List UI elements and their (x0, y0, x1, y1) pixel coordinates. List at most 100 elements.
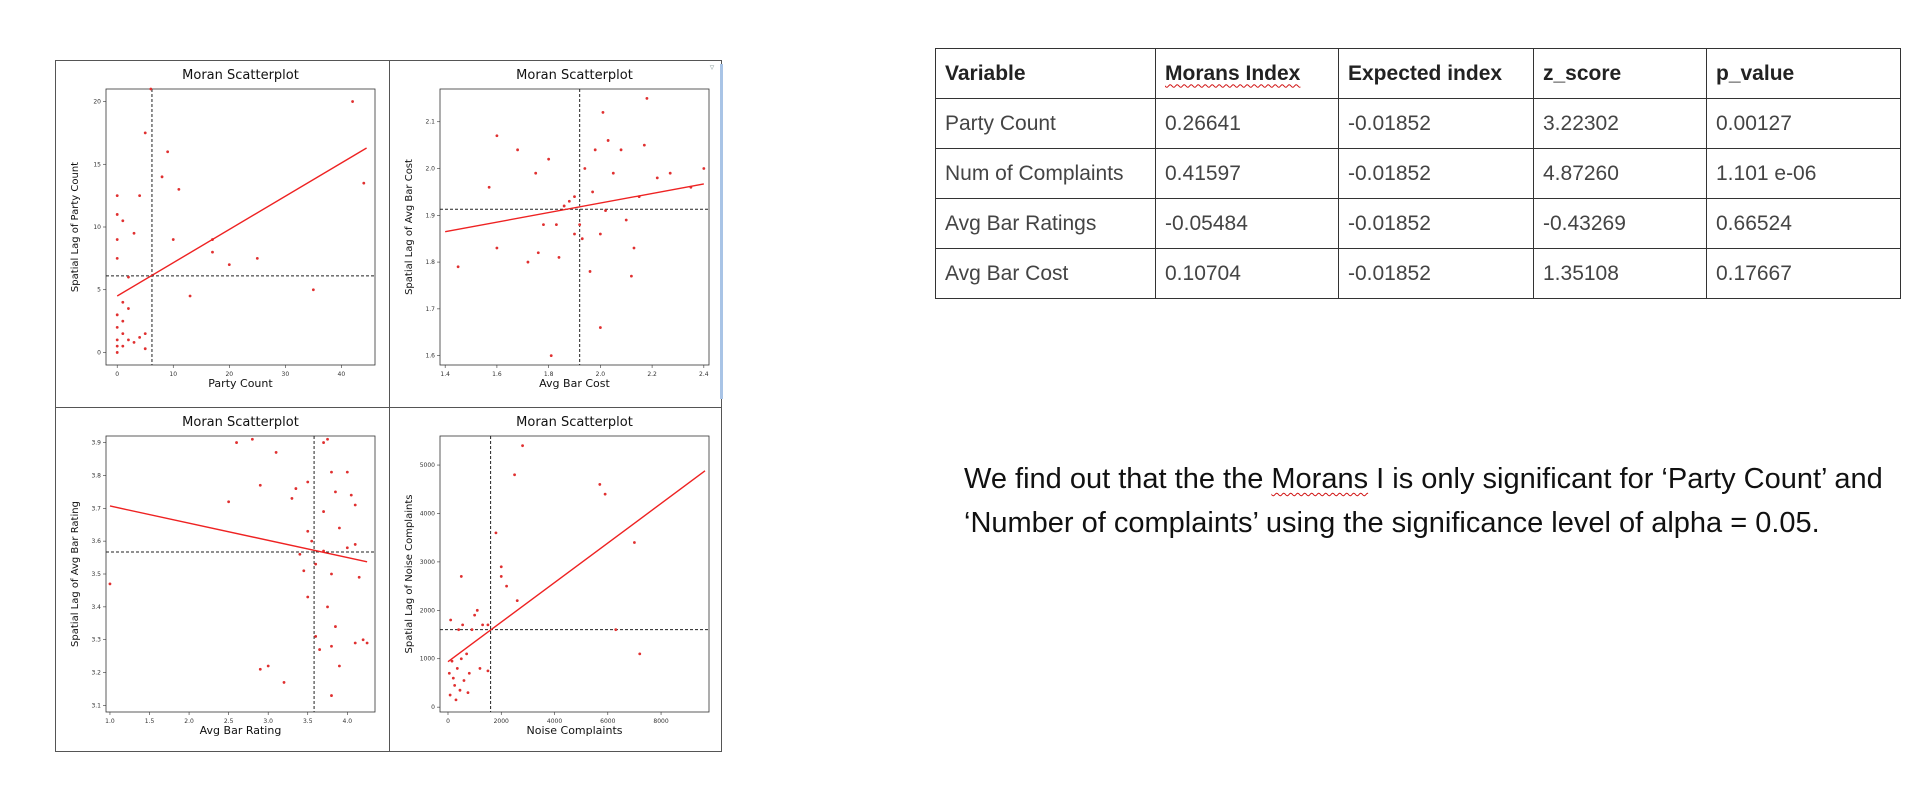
data-point (598, 483, 602, 486)
data-point (255, 256, 259, 260)
data-point (121, 344, 125, 348)
chevron-down-icon[interactable]: ▿ (709, 62, 715, 72)
x-tick-label: 8000 (653, 718, 668, 725)
y-tick-label: 3.7 (91, 505, 101, 512)
x-tick-label: 40 (338, 371, 346, 378)
data-point (121, 219, 125, 223)
y-axis-label: Spatial Lag of Avg Bar Rating (70, 501, 81, 647)
data-point (306, 480, 310, 484)
data-point (456, 265, 460, 269)
moran-plot-party-count: Moran Scatterplot 0 10 20 30 40 0 5 10 15 20 Party … (56, 61, 389, 407)
data-point (598, 326, 602, 329)
scatter-svg: Moran Scatterplot 1.0 1.5 2.0 2.5 3.0 3.5 4.0 3.… (70, 415, 376, 737)
y-tick-label: 3.6 (91, 538, 101, 545)
data-point (318, 648, 322, 651)
data-point (149, 87, 153, 91)
y-tick-label: 1.9 (425, 212, 435, 219)
data-point (227, 263, 231, 267)
y-tick-label: 1.8 (425, 259, 435, 266)
data-point (583, 167, 587, 170)
data-point (461, 623, 465, 627)
moran-plot-avg-bar-rating: Moran Scatterplot 1.0 1.5 2.0 2.5 3.0 3.5 4.0 3.… (56, 408, 389, 754)
data-point (353, 503, 357, 507)
x-tick-label: 6000 (600, 718, 615, 725)
header-p-value: p_value (1706, 48, 1901, 99)
header-morans-index-label: Morans Index (1165, 61, 1301, 85)
data-point (290, 497, 294, 500)
data-point (357, 575, 361, 579)
data-point (567, 199, 571, 203)
data-point (513, 473, 516, 477)
data-point (495, 246, 499, 250)
fit-line (116, 147, 367, 297)
y-tick-label: 3.8 (91, 472, 101, 479)
data-point (314, 562, 318, 566)
data-point (462, 679, 466, 682)
x-tick-label: 1.8 (544, 371, 554, 378)
cell-expected-index: -0.01852 (1338, 148, 1534, 199)
data-point (337, 526, 341, 530)
data-point (467, 671, 471, 675)
chart-title: Moran Scatterplot (516, 68, 633, 83)
data-point (250, 437, 254, 441)
x-tick-label: 0 (115, 371, 119, 378)
cell-p-value: 0.17667 (1706, 248, 1901, 299)
data-point (235, 441, 238, 444)
cell-z-score: -0.43269 (1533, 198, 1707, 249)
data-point (326, 437, 329, 441)
data-point (127, 275, 130, 279)
data-point (450, 659, 454, 663)
cell-variable: Num of Complaints (935, 148, 1156, 199)
data-point (457, 628, 461, 632)
cell-morans-index: -0.05484 (1155, 198, 1339, 249)
data-point (547, 157, 551, 161)
data-point (542, 223, 545, 227)
data-point (573, 195, 576, 198)
data-point (314, 635, 318, 638)
data-point (549, 354, 553, 358)
data-point (453, 683, 457, 687)
data-point (121, 319, 125, 323)
data-point (606, 139, 610, 142)
x-tick-label: 20 (225, 371, 233, 378)
y-axis-label: Spatial Lag of Noise Complaints (404, 495, 415, 654)
data-point (330, 644, 333, 648)
moran-plot-noise-complaints: Moran Scatterplot 0 2000 4000 6000 8000 0 1000 2… (390, 408, 723, 754)
data-point (455, 667, 459, 670)
data-point (449, 618, 453, 622)
header-morans-index: Morans Index (1155, 48, 1339, 99)
data-point (121, 300, 125, 304)
data-point (578, 223, 582, 227)
scatter-svg: Moran Scatterplot 0 2000 4000 6000 8000 0 1000 2… (404, 415, 710, 737)
scrollbar[interactable] (720, 64, 723, 399)
data-point (330, 694, 333, 697)
data-point (447, 671, 451, 675)
data-point (486, 669, 490, 673)
data-point (362, 181, 366, 185)
data-point (361, 638, 365, 642)
data-point (127, 307, 130, 310)
data-point (258, 667, 262, 671)
grid-divider-horizontal (56, 407, 721, 408)
data-point (188, 294, 192, 298)
fit-line (109, 505, 368, 563)
data-point (266, 664, 270, 668)
data-point (115, 213, 119, 216)
data-point (115, 238, 119, 241)
data-point (127, 338, 130, 342)
data-point (465, 652, 469, 656)
data-point (499, 575, 503, 578)
table-row: Num of Complaints 0.41597 -0.01852 4.872… (935, 148, 1901, 199)
data-point (601, 110, 605, 114)
data-point (349, 493, 353, 497)
data-point (573, 232, 576, 236)
y-tick-label: 5000 (420, 462, 435, 469)
data-point (494, 531, 498, 535)
cell-morans-index: 0.10704 (1155, 248, 1339, 299)
y-tick-label: 0 (97, 349, 101, 356)
data-point (473, 613, 477, 617)
data-point (138, 194, 142, 198)
data-point (499, 565, 503, 569)
data-point (603, 492, 607, 496)
x-axis-label: Noise Complaints (527, 724, 623, 737)
